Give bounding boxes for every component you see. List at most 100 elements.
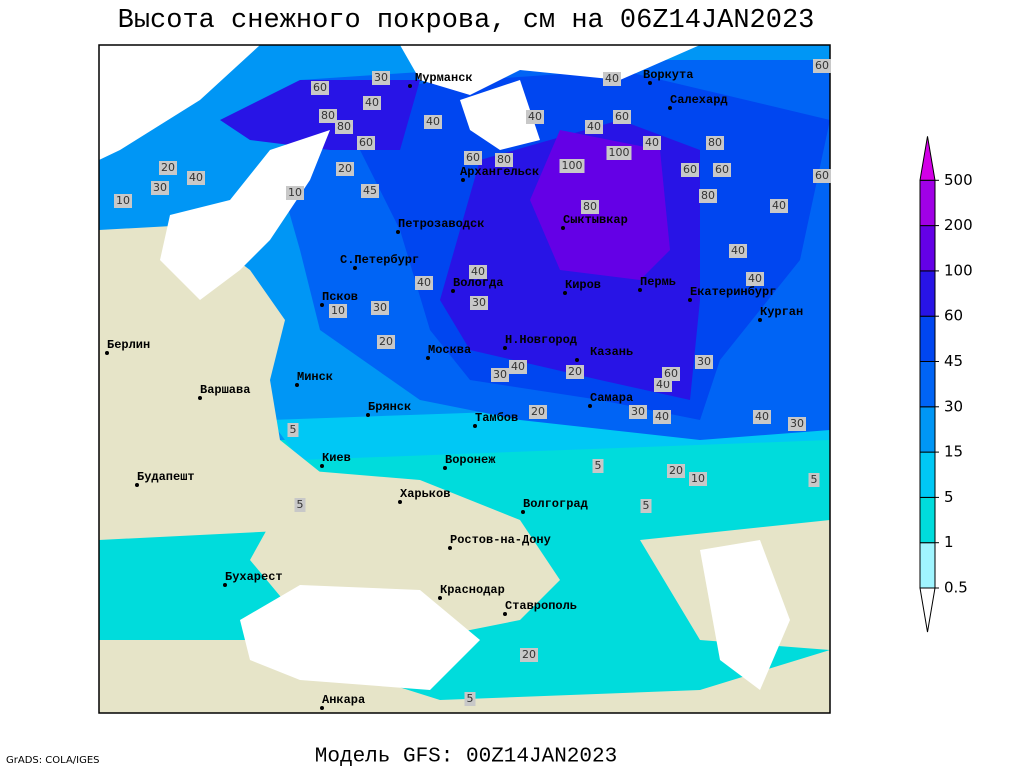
title: Высота снежного покрова, см на 06Z14JAN2… (118, 6, 815, 36)
sea (700, 540, 790, 690)
contour-label-box (729, 244, 747, 258)
city-dot (105, 351, 109, 355)
colorbar-label: 100 (944, 261, 973, 279)
contour-label: 40 (755, 410, 769, 423)
contour-label-box (788, 417, 806, 431)
contour-label: 40 (471, 265, 485, 278)
model-caption: Модель GFS: 00Z14JAN2023 (315, 746, 617, 768)
contour-label-box (592, 459, 604, 473)
city-label: Ставрополь (505, 599, 577, 613)
contour-label: 20 (568, 365, 582, 378)
contour-label: 40 (772, 199, 786, 212)
city-label: Будапешт (137, 470, 195, 484)
contour-label: 30 (374, 71, 388, 84)
contour-label-box (335, 120, 353, 134)
contour-label-box (526, 110, 544, 124)
contour-label-box (470, 296, 488, 310)
contour-label-box (159, 161, 177, 175)
contour-label-box (469, 265, 487, 279)
contour-label-box (813, 169, 831, 183)
city-dot (448, 546, 452, 550)
city-label: Краснодар (440, 583, 505, 597)
contour-label: 5 (643, 499, 650, 512)
city-label: Тамбов (475, 410, 518, 425)
city-dot (320, 464, 324, 468)
contour-label: 10 (691, 472, 705, 485)
contour-label: 60 (615, 110, 629, 123)
city-dot (575, 358, 579, 362)
contour-label: 30 (631, 405, 645, 418)
contour-label-box (585, 120, 603, 134)
city-label: Вологда (453, 276, 503, 290)
land (99, 225, 330, 540)
city-label: Курган (760, 305, 803, 319)
contour-label: 60 (815, 59, 829, 72)
contour-label-box (643, 136, 661, 150)
colorbar-box (919, 270, 936, 317)
contour-label: 40 (426, 115, 440, 128)
contour-label: 30 (697, 355, 711, 368)
contour-label-box (464, 692, 476, 706)
city-dot (648, 81, 652, 85)
contour-label: 20 (531, 405, 545, 418)
contour-label: 40 (605, 72, 619, 85)
colorbar-box (919, 406, 936, 453)
contour-label-box (520, 648, 538, 662)
contour-label: 40 (656, 378, 670, 391)
contour-label-box (629, 405, 647, 419)
contour-label-box (371, 301, 389, 315)
contour-label-box (699, 189, 717, 203)
contour-label: 60 (359, 136, 373, 149)
city-label: Мурманск (415, 71, 473, 85)
contour-label: 40 (511, 360, 525, 373)
contour-label: 40 (189, 171, 203, 184)
credit: GrADS: COLA/IGES (6, 755, 100, 766)
city-label: Москва (428, 343, 471, 357)
city-label: Салехард (670, 93, 728, 107)
map-frame (98, 44, 831, 714)
contour-label: 40 (417, 276, 431, 289)
contour-label-box (689, 472, 707, 486)
city-dot (473, 424, 477, 428)
contour-label-box (377, 335, 395, 349)
sea (240, 585, 480, 690)
contour-label-box (491, 368, 509, 382)
contour-label-box (357, 136, 375, 150)
contour-label-box (606, 146, 632, 160)
sea (460, 80, 540, 150)
city-dot (588, 404, 592, 408)
colorbar-label: 500 (944, 171, 973, 189)
colorbar-label: 200 (944, 216, 973, 234)
colorbar-label: 15 (944, 443, 963, 461)
contour-label: 60 (715, 163, 729, 176)
contour-label-box (361, 184, 379, 198)
contour-label: 60 (815, 169, 829, 182)
contour-label: 20 (379, 335, 393, 348)
colorbar-label: 60 (944, 307, 963, 325)
city-dot (295, 383, 299, 387)
contour-label: 80 (701, 189, 715, 202)
contour-label: 40 (587, 120, 601, 133)
contour-label-box (286, 186, 304, 200)
contour-label: 40 (731, 244, 745, 257)
contour-label-box (662, 367, 680, 381)
city-label: С.Петербург (340, 252, 419, 267)
city-label: Киев (322, 451, 351, 465)
contour-label-box (151, 181, 169, 195)
contour-label-box (311, 81, 329, 95)
sea (160, 130, 330, 300)
contour-label: 40 (528, 110, 542, 123)
contour-label-box (695, 355, 713, 369)
contour-label: 30 (493, 368, 507, 381)
colorbar-label: 0.5 (944, 579, 968, 597)
contour-label-box (566, 365, 584, 379)
contour-label: 40 (655, 410, 669, 423)
contour-label-box (808, 473, 820, 487)
city-label: Киров (565, 278, 601, 292)
contour-label-box (319, 109, 337, 123)
contour-label: 60 (664, 367, 678, 380)
city-dot (223, 583, 227, 587)
city-label: Минск (297, 370, 333, 384)
city-dot (563, 291, 567, 295)
city-dot (135, 483, 139, 487)
